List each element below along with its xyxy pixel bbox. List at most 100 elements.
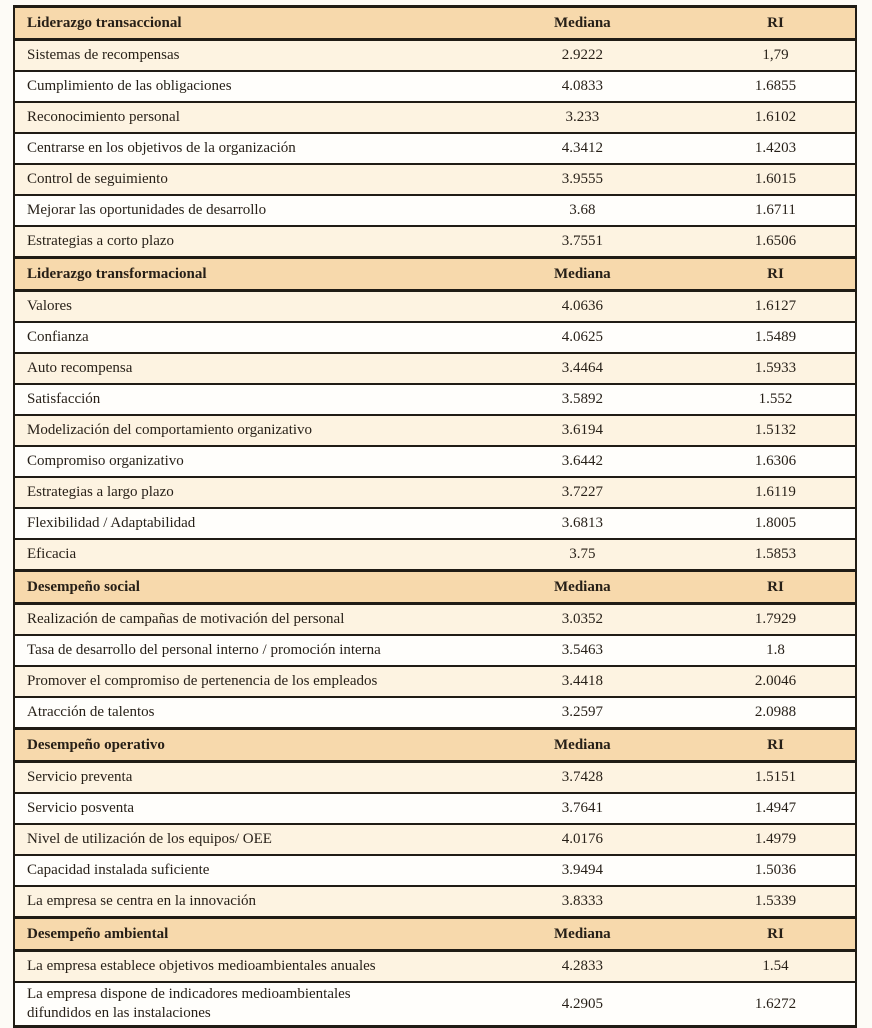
row-label: Centrarse en los objetivos de la organiz… [14,132,469,165]
row-label: La empresa establece objetivos medioambi… [14,949,469,983]
ri-value: 1.6506 [696,225,856,259]
row-label: Satisfacción [14,383,469,416]
column-header-ri: RI [696,569,856,605]
mediana-value: 3.5892 [468,383,697,416]
mediana-value: 3.6194 [468,414,697,447]
ri-value: 1.4979 [696,823,856,856]
table-row: Atracción de talentos 3.2597 2.0988 [14,696,856,730]
mediana-value: 3.7428 [468,760,697,794]
mediana-value: 4.2905 [468,981,697,1028]
table-row: Servicio preventa 3.7428 1.5151 [14,760,856,794]
ri-value: 1.6855 [696,70,856,103]
mediana-value: 3.7641 [468,792,697,825]
column-header-ri: RI [696,256,856,292]
row-label: Capacidad instalada suficiente [14,854,469,887]
table-row: Flexibilidad / Adaptabilidad 3.6813 1.8005 [14,507,856,540]
ri-value: 1.8 [696,634,856,667]
row-label: Promover el compromiso de pertenencia de… [14,665,469,698]
table-row: Mejorar las oportunidades de desarrollo 3… [14,194,856,227]
ri-value: 1.6102 [696,101,856,134]
column-header-mediana: Mediana [468,5,697,41]
ri-value: 1.5151 [696,760,856,794]
ri-value: 1.6015 [696,163,856,196]
ri-value: 1.6272 [696,981,856,1028]
row-label: Nivel de utilización de los equipos/ OEE [14,823,469,856]
mediana-value: 3.75 [468,538,697,572]
column-header-ri: RI [696,727,856,763]
mediana-value: 3.2597 [468,696,697,730]
column-header-ri: RI [696,916,856,952]
row-label: La empresa se centra en la innovación [14,885,469,919]
mediana-value: 2.9222 [468,38,697,72]
column-header-mediana: Mediana [468,727,697,763]
table-body: Liderazgo transaccional Mediana RI Sistemas… [14,5,856,1028]
row-label: Flexibilidad / Adaptabilidad [14,507,469,540]
mediana-value: 3.233 [468,101,697,134]
mediana-value: 4.0833 [468,70,697,103]
table-row: Tasa de desarrollo del personal interno … [14,634,856,667]
table-row: Compromiso organizativo 3.6442 1.6306 [14,445,856,478]
table-row: Cumplimiento de las obligaciones 4.0833 1.… [14,70,856,103]
row-label: Valores [14,289,469,323]
table-row: Estrategias a corto plazo 3.7551 1.6506 [14,225,856,259]
table-row: Control de seguimiento 3.9555 1.6015 [14,163,856,196]
column-header-mediana: Mediana [468,256,697,292]
table-row: Confianza 4.0625 1.5489 [14,321,856,354]
mediana-value: 3.68 [468,194,697,227]
row-label: Sistemas de recompensas [14,38,469,72]
mediana-value: 3.5463 [468,634,697,667]
row-label: Mejorar las oportunidades de desarrollo [14,194,469,227]
mediana-value: 3.4418 [468,665,697,698]
mediana-value: 4.0636 [468,289,697,323]
mediana-value: 3.6442 [468,445,697,478]
mediana-value: 3.7227 [468,476,697,509]
row-label: Modelización del comportamiento organiza… [14,414,469,447]
table-row: Capacidad instalada suficiente 3.9494 1.50… [14,854,856,887]
ri-value: 1.6119 [696,476,856,509]
table-row: La empresa establece objetivos medioambi… [14,949,856,983]
table-row: Realización de campañas de motivación de… [14,602,856,636]
table-row: Reconocimiento personal 3.233 1.6102 [14,101,856,134]
column-header-ri: RI [696,5,856,41]
table-row: Auto recompensa 3.4464 1.5933 [14,352,856,385]
row-label: Realización de campañas de motivación de… [14,602,469,636]
table-row: La empresa dispone de indicadores medioa… [14,981,856,1028]
ri-value: 1.5933 [696,352,856,385]
ri-value: 2.0046 [696,665,856,698]
row-label: Auto recompensa [14,352,469,385]
ri-value: 1.6127 [696,289,856,323]
section-title: Desempeño ambiental [14,916,469,952]
mediana-value: 3.0352 [468,602,697,636]
mediana-value: 3.9555 [468,163,697,196]
table-row: Centrarse en los objetivos de la organiz… [14,132,856,165]
row-label: Atracción de talentos [14,696,469,730]
section-title: Liderazgo transaccional [14,5,469,41]
row-label: Estrategias a corto plazo [14,225,469,259]
ri-value: 1,79 [696,38,856,72]
row-label: Confianza [14,321,469,354]
table-row: Modelización del comportamiento organiza… [14,414,856,447]
row-label: Compromiso organizativo [14,445,469,478]
mediana-value: 4.0176 [468,823,697,856]
table-row: Promover el compromiso de pertenencia de… [14,665,856,698]
column-header-mediana: Mediana [468,916,697,952]
section-title: Desempeño operativo [14,727,469,763]
mediana-value: 3.7551 [468,225,697,259]
row-label: Reconocimiento personal [14,101,469,134]
row-label: Servicio preventa [14,760,469,794]
table-row: Satisfacción 3.5892 1.552 [14,383,856,416]
section-title: Desempeño social [14,569,469,605]
mediana-value: 3.6813 [468,507,697,540]
section-header-row: Desempeño operativo Mediana RI [14,727,856,763]
row-label: Estrategias a largo plazo [14,476,469,509]
mediana-value: 3.4464 [468,352,697,385]
mediana-value: 4.0625 [468,321,697,354]
table-row: Valores 4.0636 1.6127 [14,289,856,323]
row-label: Servicio posventa [14,792,469,825]
column-header-mediana: Mediana [468,569,697,605]
mediana-value: 4.2833 [468,949,697,983]
ri-value: 1.5339 [696,885,856,919]
mediana-value: 3.9494 [468,854,697,887]
section-header-row: Liderazgo transformacional Mediana RI [14,256,856,292]
ri-value: 1.6306 [696,445,856,478]
